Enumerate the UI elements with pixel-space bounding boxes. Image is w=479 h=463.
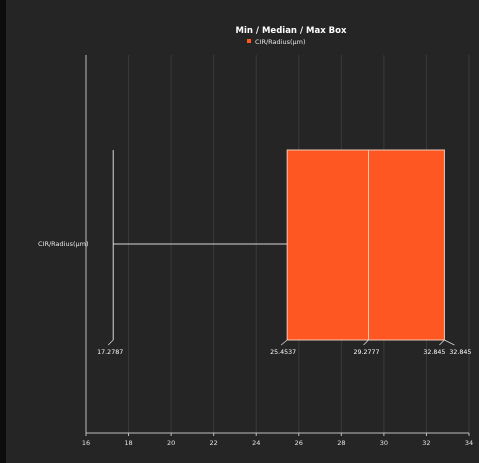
boxplot-chart: 16 18 20 22 24 26 28 30 32 34 Min / Median / Max …: [38, 26, 473, 447]
x-tick-label-28: 28: [337, 439, 345, 447]
legend-swatch: [247, 39, 251, 43]
value-label-q3: 32.845: [423, 349, 445, 356]
y-category-label: CIR/Radius(μm): [38, 240, 89, 248]
value-label-leader-min: [107, 339, 114, 346]
chart-title: Min / Median / Max Box: [236, 26, 347, 36]
value-label-min: 17.2787: [97, 349, 123, 356]
legend-label: CIR/Radius(μm): [255, 38, 306, 46]
x-tick-label-30: 30: [380, 439, 388, 447]
value-label-leader-q1: [280, 339, 288, 346]
x-tick-label-24: 24: [252, 439, 260, 447]
x-tick-label-18: 18: [124, 439, 132, 447]
box-plot-series: [112, 149, 445, 341]
x-tick-label-34: 34: [465, 439, 473, 447]
x-tick-label-26: 26: [295, 439, 303, 447]
value-label-q1: 25.4537: [270, 349, 296, 356]
value-label-max: 32.845: [449, 349, 471, 356]
x-tick-labels: 16 18 20 22 24 26 28 30 32 34: [82, 433, 473, 447]
value-label-leader-max: [444, 339, 455, 346]
iqr-box: [286, 149, 445, 341]
value-label-leader-q3: [439, 339, 445, 346]
x-tick-label-32: 32: [422, 439, 430, 447]
x-tick-label-22: 22: [210, 439, 218, 447]
x-tick-label-16: 16: [82, 439, 90, 447]
x-tick-label-20: 20: [167, 439, 175, 447]
value-label-median: 29.2777: [353, 349, 379, 356]
value-labels: 17.2787 25.4537 29.2777 32.845 32.845: [97, 339, 471, 356]
value-label-leader-median: [363, 339, 369, 346]
